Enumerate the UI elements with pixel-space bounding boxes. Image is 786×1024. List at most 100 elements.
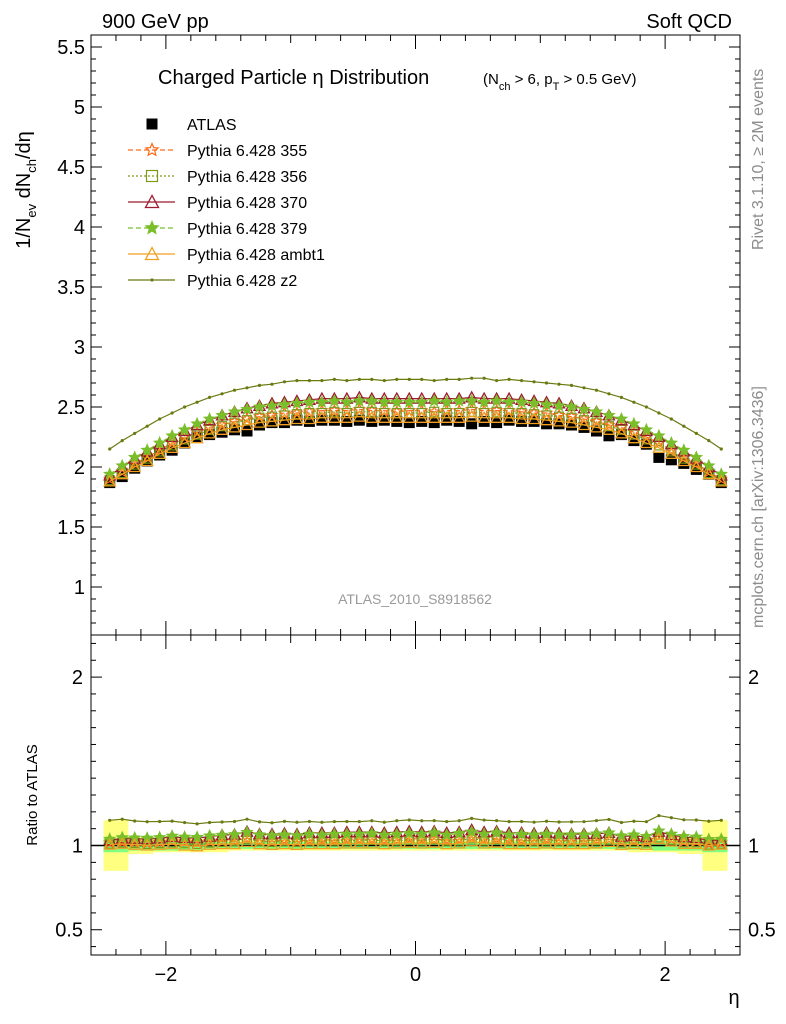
data-point	[352, 393, 367, 407]
legend: ATLAS Pythia 6.428 355 Pythia 6.428 356 Pyt…	[128, 117, 325, 290]
ratio-point	[245, 817, 249, 821]
ratio-point	[482, 818, 486, 822]
data-point	[245, 386, 249, 390]
header-right: Soft QCD	[646, 11, 732, 33]
ratio-point	[108, 818, 112, 822]
data-point	[252, 399, 267, 413]
data-point	[153, 446, 167, 459]
ratio-point	[507, 819, 511, 824]
ratio-point	[619, 820, 624, 825]
legend-label: Pythia 6.428 356	[187, 169, 307, 186]
data-point	[215, 422, 229, 435]
data-point	[477, 410, 491, 423]
ratio-point	[227, 827, 242, 841]
ratio-point	[440, 837, 454, 850]
ratio-point	[477, 836, 491, 849]
ratio-y-tick-label: 1	[72, 836, 83, 858]
data-point	[482, 376, 486, 380]
ratio-point	[120, 817, 124, 821]
data-point	[220, 392, 224, 396]
main-title: Charged Particle η Distribution	[158, 67, 429, 89]
data-point	[304, 407, 315, 419]
ratio-point	[664, 834, 678, 847]
ratio-point	[195, 822, 199, 826]
ratio-point	[694, 818, 698, 822]
legend-label: Pythia 6.428 370	[187, 195, 307, 212]
data-point	[277, 397, 292, 411]
data-point	[552, 398, 566, 412]
data-point	[478, 415, 490, 427]
data-point	[427, 410, 441, 423]
data-point	[564, 415, 579, 428]
data-point	[303, 415, 315, 427]
data-point	[257, 383, 262, 387]
data-point	[714, 474, 728, 487]
data-point	[365, 410, 379, 423]
ratio-point	[407, 818, 411, 822]
ratio-panel: 0.5 0.5 1 1 2 2 −2 0 2 Ratio to ATLAS η	[24, 634, 776, 1009]
ratio-point	[544, 819, 549, 823]
ratio-point	[365, 826, 379, 840]
data-point	[489, 393, 504, 407]
data-point	[165, 428, 179, 442]
ratio-line	[109, 835, 722, 845]
series-pythia-6-428-ambt1	[103, 409, 728, 487]
data-point	[332, 377, 336, 381]
data-point	[628, 435, 640, 447]
ratio-x-axis: −2 0 2	[90, 635, 741, 986]
data-point	[569, 383, 574, 387]
legend-marker	[146, 118, 158, 130]
ratio-point	[290, 837, 304, 850]
main-y-label: 1/Nev dNch/dη	[13, 131, 39, 249]
data-point	[664, 446, 678, 459]
data-point	[614, 426, 629, 439]
data-point	[154, 449, 166, 461]
data-point	[240, 418, 254, 431]
data-point	[365, 393, 379, 407]
ratio-point	[277, 837, 292, 850]
ratio-point	[382, 820, 386, 824]
data-point	[140, 454, 154, 467]
data-point	[104, 477, 116, 489]
series-line	[109, 408, 722, 480]
ratio-point	[133, 819, 137, 823]
data-point	[133, 431, 137, 435]
ratio-point	[532, 820, 536, 824]
data-point	[457, 377, 461, 381]
ratio-point	[632, 819, 636, 823]
ratio-point	[377, 837, 391, 850]
data-point	[514, 412, 529, 425]
data-point	[452, 393, 466, 407]
analysis-watermark: ATLAS_2010_S8918562	[338, 591, 492, 607]
data-point	[108, 447, 112, 451]
ratio-point	[370, 819, 374, 823]
ratio-point	[514, 837, 529, 850]
legend-label: Pythia 6.428 379	[187, 221, 307, 238]
ratio-point	[589, 826, 604, 840]
data-point	[278, 417, 290, 429]
ratio-point	[427, 835, 441, 848]
ratio-point	[190, 839, 204, 852]
data-point	[541, 418, 553, 430]
ratio-point	[327, 837, 341, 850]
legend-label: Pythia 6.428 355	[187, 143, 307, 160]
ratio-point	[140, 838, 154, 851]
ratio-point	[390, 836, 404, 849]
data-point	[689, 450, 704, 464]
legend-marker	[145, 169, 159, 183]
data-point	[490, 410, 504, 423]
data-point	[170, 411, 174, 415]
data-point	[402, 410, 416, 423]
data-point	[420, 377, 424, 381]
ratio-point	[340, 836, 354, 849]
data-point	[689, 460, 703, 473]
legend-label: Pythia 6.428 z2	[187, 273, 297, 290]
main-y-tick-label: 2.5	[57, 397, 85, 419]
ratio-point	[594, 819, 599, 823]
ratio-point	[252, 837, 267, 850]
data-point	[566, 419, 578, 431]
ratio-point	[564, 837, 579, 850]
data-point	[402, 395, 416, 408]
data-point	[427, 393, 441, 407]
ratio-point	[719, 818, 723, 822]
